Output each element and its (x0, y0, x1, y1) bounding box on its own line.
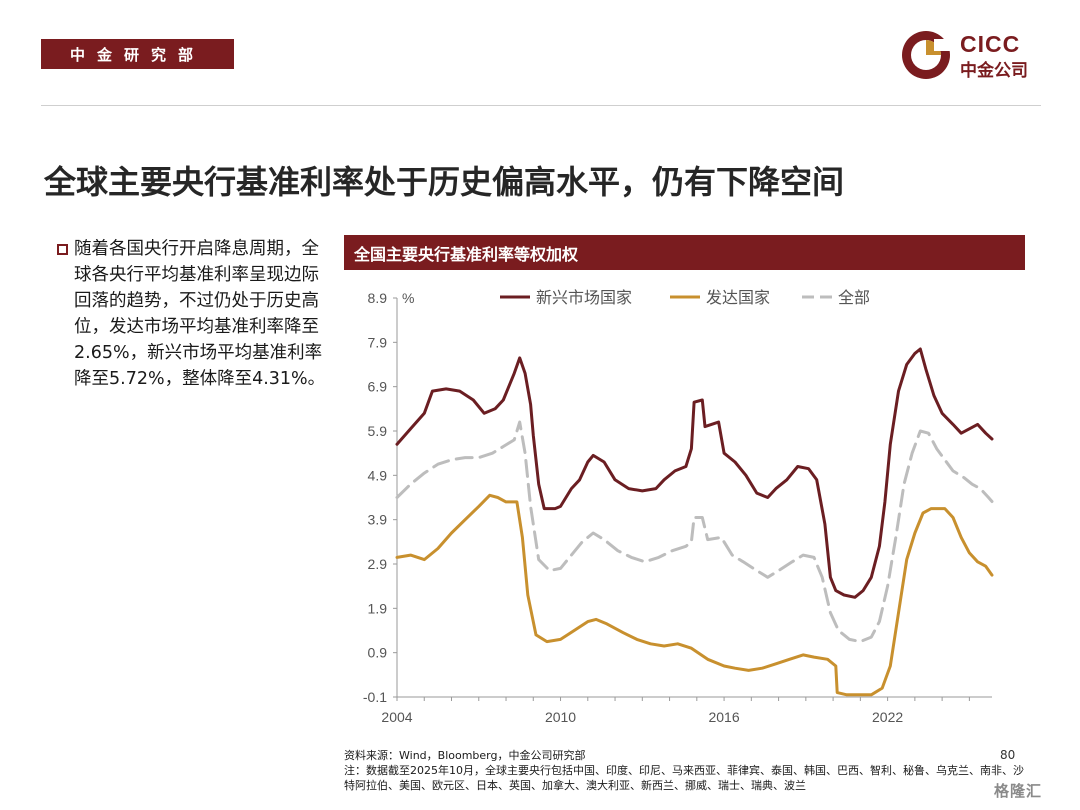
y-tick-label: 5.9 (368, 423, 388, 439)
x-tick-label: 2004 (381, 709, 412, 725)
y-tick-label: 1.9 (368, 600, 388, 616)
y-tick-label: 2.9 (368, 556, 388, 572)
y-tick-label: 6.9 (368, 379, 388, 395)
x-tick-label: 2010 (545, 709, 576, 725)
header-divider (41, 105, 1041, 106)
series-line-3 (395, 420, 994, 644)
legend-label-1: 新兴市场国家 (536, 288, 632, 307)
cicc-logo: CICC 中金公司 (900, 29, 1050, 81)
x-tick-label: 2022 (872, 709, 903, 725)
y-tick-label: 4.9 (368, 467, 388, 483)
watermark: 格隆汇 (994, 782, 1043, 800)
footer-source: 资料来源：Wind，Bloomberg，中金公司研究部 注：数据截至2025年1… (344, 748, 1034, 793)
chart-title-bar: 全国主要央行基准利率等权加权 (344, 235, 1025, 270)
page-title: 全球主要央行基准利率处于历史偏高水平，仍有下降空间 (44, 163, 845, 201)
y-axis-unit: % (402, 290, 414, 306)
bullet-square-icon (57, 244, 68, 255)
rate-line-chart: -0.1 0.9 1.9 2.9 3.9 4.9 5.9 6.9 7.9 8.9 % 2004 2010… (363, 288, 994, 725)
logo-text-en: CICC (960, 31, 1021, 57)
legend-label-3: 全部 (838, 288, 870, 307)
y-tick-label: 8.9 (368, 290, 388, 306)
series-line-1 (395, 347, 994, 599)
note-line: 注：数据截至2025年10月，全球主要央行包括中国、印度、印尼、马来西亚、菲律宾… (344, 764, 1024, 792)
legend-label-2: 发达国家 (706, 288, 770, 307)
y-tick-label: 7.9 (368, 334, 388, 350)
y-tick-label: 0.9 (368, 645, 388, 661)
logo-text-cn: 中金公司 (960, 61, 1028, 81)
series-line-2 (395, 493, 994, 697)
cicc-logo-icon (902, 31, 952, 79)
y-tick-label: 3.9 (368, 512, 388, 528)
x-tick-label: 2016 (708, 709, 739, 725)
y-tick-label: -0.1 (363, 689, 387, 705)
page-number: 80 (1000, 748, 1016, 762)
bullet-text: 随着各国央行开启降息周期，全球各央行平均基准利率呈现边际回落的趋势，不过仍处于历… (74, 239, 326, 389)
source-line: 资料来源：Wind，Bloomberg，中金公司研究部 (344, 749, 586, 762)
department-tag: 中金研究部 (41, 39, 234, 69)
